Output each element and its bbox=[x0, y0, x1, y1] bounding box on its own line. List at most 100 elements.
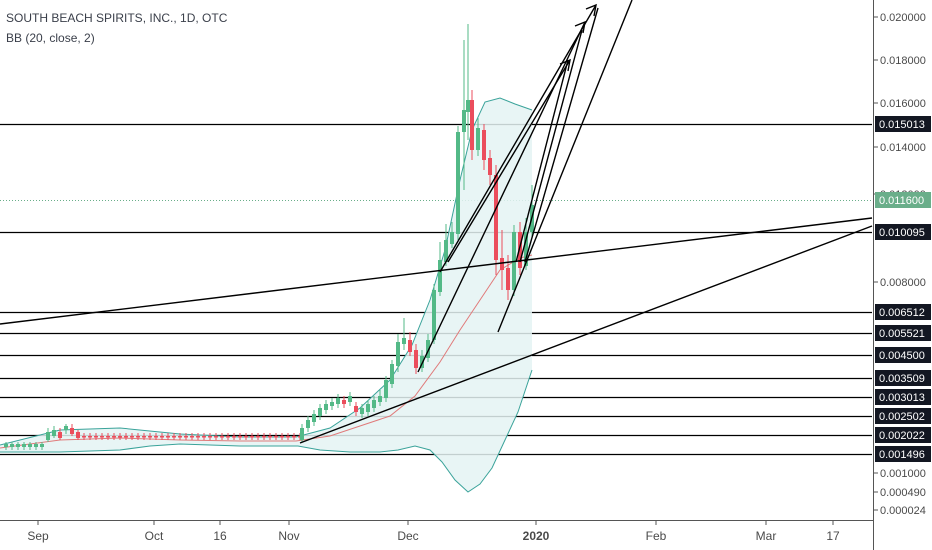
candle-body bbox=[494, 175, 498, 260]
candle-body bbox=[292, 436, 296, 438]
arrow-head bbox=[585, 3, 597, 17]
price-level-tag-label: 0.003013 bbox=[879, 392, 925, 404]
candle-down bbox=[226, 433, 230, 440]
candle-body bbox=[456, 132, 460, 234]
candle-down bbox=[160, 433, 164, 440]
y-tick-label: 0.000490 bbox=[880, 487, 926, 499]
candle-down bbox=[292, 433, 296, 440]
candle-body bbox=[142, 436, 146, 438]
candle-up bbox=[4, 442, 8, 450]
candle-body bbox=[426, 340, 430, 358]
candle-body bbox=[462, 110, 466, 132]
x-tick-label: Sep bbox=[27, 529, 49, 543]
candle-down bbox=[70, 424, 74, 436]
candle-body bbox=[262, 436, 266, 438]
candle-body bbox=[10, 444, 14, 447]
indicator-label: BB (20, close, 2) bbox=[6, 31, 95, 45]
candle-body bbox=[524, 232, 528, 266]
candle-body bbox=[64, 426, 68, 430]
candle-body bbox=[238, 436, 242, 438]
candle-body bbox=[324, 404, 328, 410]
x-tick-label: Feb bbox=[646, 529, 667, 543]
candle-up bbox=[16, 442, 20, 450]
candle-up bbox=[46, 428, 50, 442]
x-tick-label: 16 bbox=[213, 529, 227, 543]
time-axis: Sep Oct 16 Nov Dec 2020 Feb Mar 17 bbox=[0, 520, 873, 550]
x-tick-label: Dec bbox=[397, 529, 418, 543]
candle-body bbox=[136, 436, 140, 438]
last-price-tag bbox=[875, 192, 931, 208]
arrow-head bbox=[574, 20, 586, 34]
price-level-tag-label: 0.015013 bbox=[879, 119, 925, 131]
price-level-tag-label: 0.003509 bbox=[879, 373, 925, 385]
candle-body bbox=[154, 436, 158, 438]
candle-up bbox=[330, 398, 334, 410]
candle-up bbox=[372, 396, 376, 412]
price-level-tag bbox=[875, 389, 931, 405]
candle-body bbox=[476, 128, 480, 150]
candle-down bbox=[112, 433, 116, 440]
candle-down bbox=[178, 433, 182, 440]
y-tick-label: 0.020000 bbox=[880, 12, 926, 24]
candle-body bbox=[274, 436, 278, 438]
candle-up bbox=[438, 242, 442, 296]
candle-body bbox=[348, 396, 352, 402]
arrow-line-5 bbox=[519, 29, 583, 263]
candle-body bbox=[232, 436, 236, 438]
x-tick-label: 17 bbox=[826, 529, 840, 543]
arrow-line-6 bbox=[515, 59, 569, 263]
candle-down bbox=[244, 433, 248, 440]
candle-down bbox=[82, 433, 86, 440]
y-tick-label: 0.001000 bbox=[880, 468, 926, 480]
candle-up bbox=[34, 442, 38, 450]
candle-body bbox=[130, 436, 134, 438]
candle-down bbox=[142, 433, 146, 440]
candle-up bbox=[40, 442, 44, 450]
arrow-line-3 bbox=[447, 59, 571, 263]
price-level-tag-label: 0.004500 bbox=[879, 350, 925, 362]
candle-body bbox=[244, 436, 248, 438]
candle-down bbox=[118, 433, 122, 440]
candle-up bbox=[390, 360, 394, 388]
candle-down bbox=[286, 433, 290, 440]
candle-down bbox=[262, 433, 266, 440]
candle-body bbox=[208, 436, 212, 438]
candle-body bbox=[22, 444, 26, 447]
candle-down bbox=[354, 402, 358, 416]
candle-body bbox=[312, 414, 316, 422]
candle-down bbox=[88, 433, 92, 440]
candle-up bbox=[396, 334, 400, 372]
candle-body bbox=[414, 350, 418, 368]
candle-body bbox=[256, 436, 260, 438]
candle-body bbox=[226, 436, 230, 438]
candle-body bbox=[432, 290, 436, 340]
price-level-tag-label: 0.010095 bbox=[879, 227, 925, 239]
candle-up bbox=[360, 404, 364, 418]
price-level-tag-label: 0.001496 bbox=[879, 449, 925, 461]
candle-body bbox=[354, 406, 358, 412]
time-axis-bg bbox=[0, 521, 873, 550]
candle-body bbox=[342, 400, 346, 404]
candle-up bbox=[462, 40, 466, 190]
candle-up bbox=[426, 334, 430, 362]
price-level-tag bbox=[875, 347, 931, 363]
candle-body bbox=[268, 436, 272, 438]
price-level-tag bbox=[875, 408, 931, 424]
price-level-tag bbox=[875, 446, 931, 462]
candle-body bbox=[396, 342, 400, 366]
candle-down bbox=[268, 433, 272, 440]
candle-up bbox=[52, 426, 56, 438]
price-level-tag bbox=[875, 325, 931, 341]
price-level-tag bbox=[875, 370, 931, 386]
candle-body bbox=[94, 436, 98, 438]
candle-body bbox=[160, 436, 164, 438]
candle-down bbox=[214, 433, 218, 440]
candle-body bbox=[378, 396, 382, 402]
candle-body bbox=[250, 436, 254, 438]
candle-down bbox=[100, 433, 104, 440]
candle-up bbox=[28, 442, 32, 450]
y-tick-label: 0.000024 bbox=[880, 505, 926, 517]
candle-down bbox=[184, 433, 188, 440]
